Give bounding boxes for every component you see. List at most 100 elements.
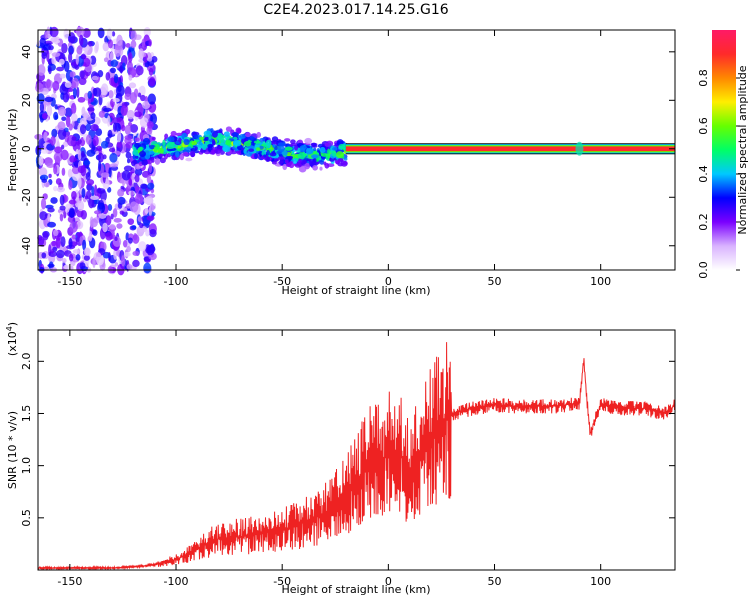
spectrogram-noise-mark	[112, 97, 120, 103]
spectrogram-band-mark	[304, 137, 313, 145]
spectrogram-noise-mark	[88, 230, 93, 242]
spectrogram-noise-mark	[102, 222, 108, 233]
spectrogram-noise-mark	[105, 215, 112, 226]
spectrogram-band-mark	[297, 152, 306, 160]
spectrogram-noise-mark	[85, 172, 91, 181]
spectrogram-y-ticks: -40 -20 0 20 40	[20, 45, 675, 255]
spectrogram-noise-mark	[115, 84, 125, 97]
spectrogram-noise-mark	[68, 253, 74, 262]
spectrogram-noise-mark	[37, 236, 45, 246]
spectrogram-band-mark	[153, 146, 158, 153]
x-tick-label: 50	[488, 275, 502, 288]
spectrogram-noise-mark	[119, 210, 125, 215]
spectrogram-band-mark	[166, 142, 175, 150]
spectrogram-noise-mark	[130, 29, 137, 42]
snr-panel: -150 -100 -50 0 50 100 0.5 1.0 1.5 2.0 Height of…	[5, 322, 676, 596]
spectrogram-band-mark	[271, 136, 279, 142]
y-tick-label: 40	[20, 45, 33, 59]
spectrogram-noise-mark	[68, 208, 75, 218]
spectrogram-noise-mark	[76, 232, 84, 237]
spectrogram-band-mark	[256, 131, 262, 138]
spectrogram-noise-mark	[121, 170, 131, 181]
spectrogram-noise-mark	[51, 128, 58, 138]
spectrogram-noise-mark	[114, 262, 119, 267]
spectrogram-noise-mark	[114, 236, 118, 241]
spectrogram-noise-mark	[77, 149, 82, 161]
spectrogram-noise-mark	[77, 200, 85, 212]
spectrogram-noise-mark	[68, 52, 73, 63]
spectrogram-noise-mark	[56, 66, 65, 72]
spectrogram-noise-mark	[119, 64, 123, 74]
y-tick-label: 20	[20, 93, 33, 107]
spectrogram-band-mark	[217, 146, 223, 150]
spectrogram-band-mark	[162, 139, 166, 147]
spectrogram-band-mark	[274, 145, 278, 150]
spectrogram-noise-mark	[83, 255, 90, 261]
spectrogram-noise-mark	[117, 188, 125, 197]
spectrogram-noise-mark	[71, 234, 77, 240]
spectrogram-x-label: Height of straight line (km)	[281, 284, 430, 297]
spectrogram-band-mark	[211, 131, 218, 138]
spectrogram-noise-mark	[44, 96, 54, 103]
spectrogram-noise-mark	[131, 225, 137, 230]
spectrogram-band-mark	[286, 162, 290, 167]
spectrogram-band-mark	[248, 148, 255, 152]
spectrogram-band-mark	[312, 164, 319, 171]
spectrogram-noise-mark	[112, 122, 118, 132]
spectrogram-noise-mark	[144, 207, 149, 214]
spectrogram-noise-mark	[121, 255, 126, 267]
x-tick-label: -100	[164, 575, 189, 588]
spectrogram-noise-mark	[88, 197, 95, 209]
spectrogram-band-mark	[193, 134, 199, 139]
spectrogram-noise-mark	[81, 187, 86, 199]
spectrogram-noise-mark	[65, 115, 71, 128]
spectrogram-noise-mark	[124, 93, 132, 101]
y-tick-label: 1.5	[20, 405, 33, 423]
spectrogram-noise-mark	[39, 102, 45, 113]
spectrogram-noise-mark	[46, 78, 51, 89]
x-tick-label: 0	[385, 575, 392, 588]
spectrogram-noise-mark	[54, 146, 63, 154]
spectrogram-band-mark	[313, 147, 317, 152]
spectrogram-noise-mark	[110, 59, 119, 68]
spectrogram-noise-mark	[48, 45, 54, 51]
spectrogram-noise-mark	[76, 208, 84, 218]
spectrogram-band-mark	[294, 144, 299, 151]
snr-series-line	[37, 342, 676, 571]
spectrogram-noise-mark	[126, 264, 133, 270]
spectrogram-band-mark	[148, 150, 155, 155]
spectrogram-noise-mark	[87, 107, 95, 112]
spectrogram-y-label: Frequency (Hz)	[6, 109, 19, 192]
spectrogram-band-mark	[134, 137, 140, 142]
spectrogram-noise-mark	[107, 129, 113, 139]
spectrogram-band-mark	[239, 134, 246, 139]
spectrogram-noise-mark	[141, 38, 146, 48]
spectrogram-noise-mark	[123, 240, 128, 248]
spectrogram-noise-mark	[80, 53, 86, 60]
spectrogram-noise-mark	[82, 57, 91, 68]
spectrogram-noise-mark	[116, 250, 120, 257]
spectrogram-band-mark	[158, 153, 164, 157]
spectrogram-noise-mark	[40, 197, 47, 210]
x-tick-label: 50	[488, 575, 502, 588]
spectrogram-band-mark	[190, 151, 196, 158]
spectrogram-band-mark	[142, 137, 151, 145]
x-tick-label: 0	[385, 275, 392, 288]
x-tick-label: -50	[273, 275, 291, 288]
spectrogram-noise-mark	[138, 48, 144, 60]
spectrogram-noise-mark	[61, 116, 67, 121]
spectrogram-noise-mark	[134, 174, 140, 183]
spectrogram-band-mark	[310, 154, 319, 159]
spectrogram-noise-mark	[90, 195, 100, 201]
spectrogram-noise-mark	[52, 80, 60, 91]
spectrogram-noise-mark	[103, 107, 112, 112]
spectrogram-noise-mark	[95, 41, 99, 52]
spectrogram-band-mark	[277, 142, 286, 147]
spectrogram-band-mark	[288, 155, 294, 160]
spectrogram-noise-mark	[90, 218, 98, 228]
spectrogram-band-mark	[141, 159, 148, 166]
spectrogram-noise-mark	[111, 31, 116, 37]
spectrogram-band-mark	[324, 162, 330, 169]
spectrogram-noise-mark	[80, 164, 87, 177]
spectrogram-noise-mark	[47, 221, 57, 228]
